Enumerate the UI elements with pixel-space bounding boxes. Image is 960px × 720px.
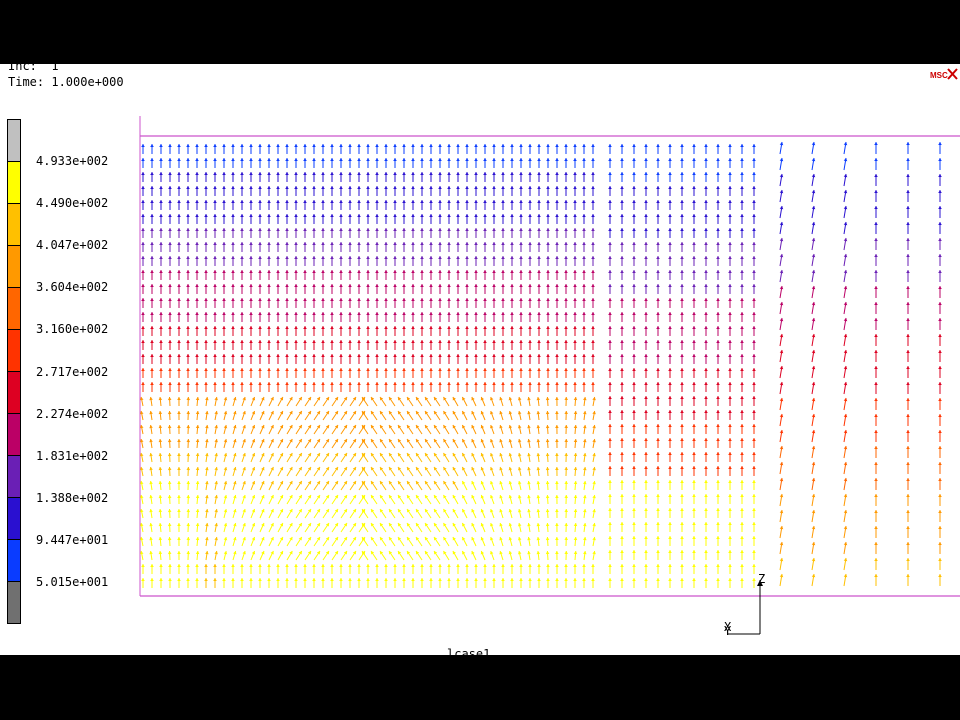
legend-swatch <box>8 246 20 288</box>
logo-text: MSC <box>930 71 948 80</box>
vector-plot <box>139 116 960 597</box>
plot-viewport[interactable]: Inc: 1 Time: 1.000e+000 MSC 4.933e+002 4.… <box>0 64 960 655</box>
axis-z-label: Z <box>758 572 766 586</box>
time-label: Time: <box>8 75 45 89</box>
time-value: 1.000e+000 <box>51 75 124 89</box>
legend-swatch <box>8 330 20 372</box>
legend-label: 1.388e+002 <box>36 490 109 505</box>
legend-swatch <box>8 540 20 582</box>
legend-swatch <box>8 414 20 456</box>
increment-readout: Inc: 1 <box>8 64 59 73</box>
axis-x-label: X <box>724 620 732 634</box>
inc-value: 1 <box>51 64 59 73</box>
legend-swatch <box>8 120 20 162</box>
legend-label: 4.490e+002 <box>36 196 109 211</box>
legend-label: 2.274e+002 <box>36 406 109 421</box>
legend-swatch <box>8 582 20 623</box>
legend-label: 2.717e+002 <box>36 364 109 379</box>
legend-swatch <box>8 162 20 204</box>
msc-logo-icon: MSC <box>930 68 958 80</box>
axis-y-label: Y <box>724 624 732 638</box>
legend-label: 5.015e+001 <box>36 574 109 589</box>
legend-label: 3.160e+002 <box>36 322 109 337</box>
legend-swatch <box>8 456 20 498</box>
legend-label: 4.933e+002 <box>36 154 109 169</box>
legend-color-bar <box>7 119 21 624</box>
axis-triad-icon <box>728 580 763 635</box>
legend-swatch <box>8 498 20 540</box>
legend-label: 1.831e+002 <box>36 448 109 463</box>
inc-label: Inc: <box>8 64 37 73</box>
legend-swatch <box>8 372 20 414</box>
legend-label: 3.604e+002 <box>36 280 109 295</box>
legend-swatch <box>8 204 20 246</box>
legend-swatch <box>8 288 20 330</box>
legend-label: 9.447e+001 <box>36 532 109 547</box>
time-readout: Time: 1.000e+000 <box>8 75 124 89</box>
loadcase-caption: lcase1 <box>447 647 491 655</box>
legend-label: 4.047e+002 <box>36 238 109 253</box>
